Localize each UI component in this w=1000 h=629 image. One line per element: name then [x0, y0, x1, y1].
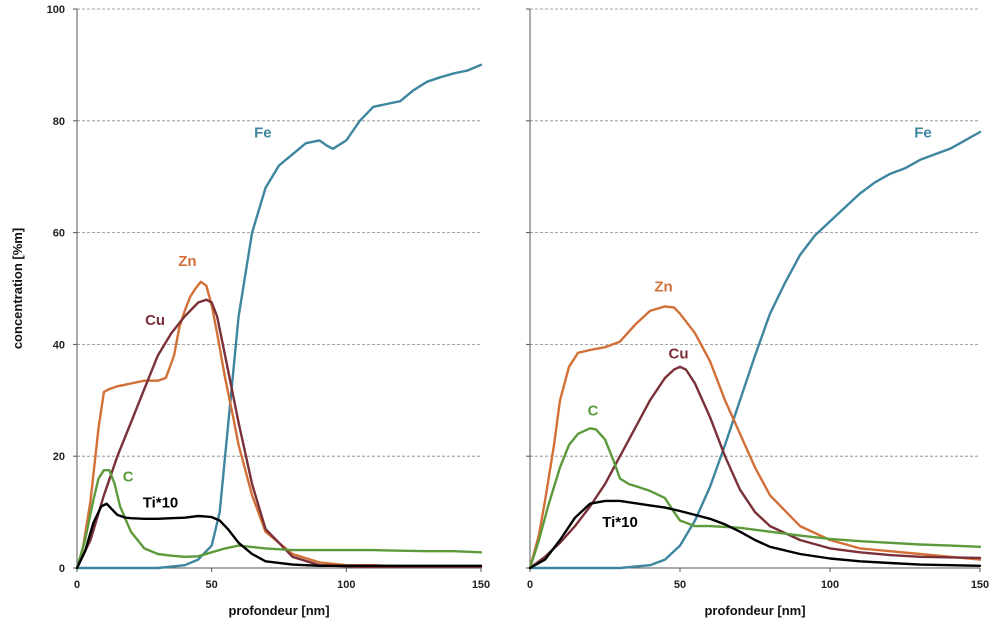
- series-line-cu: [528, 365, 982, 570]
- y-axis-label: concentration [%m]: [10, 228, 25, 349]
- series-line-cu: [75, 298, 483, 570]
- x-axis-label: profondeur [nm]: [704, 603, 805, 618]
- x-tick-label: 150: [472, 579, 490, 591]
- series-label-fe: Fe: [254, 125, 272, 142]
- x-tick-label: 0: [74, 579, 80, 591]
- x-tick-label: 50: [206, 579, 218, 591]
- y-tick-label: 80: [53, 116, 65, 128]
- series-label-ti10: Ti*10: [602, 514, 638, 531]
- series-label-zn: Zn: [178, 253, 196, 270]
- chart-panel-2: 0 50 100 150 profondeur [nm] Fe Zn Cu C Ti*10: [526, 8, 989, 618]
- series-line-ti10: [75, 502, 483, 570]
- x-axis-label: profondeur [nm]: [228, 603, 329, 618]
- series-line-zn: [75, 280, 483, 570]
- series-line-c: [75, 469, 483, 570]
- series-label-cu: Cu: [669, 345, 689, 362]
- x-tick-label: 150: [971, 579, 989, 591]
- y-tick-label: 0: [59, 563, 65, 575]
- x-tick-label: 50: [674, 579, 686, 591]
- x-tick-label: 100: [821, 579, 839, 591]
- y-tick-label: 60: [53, 228, 65, 240]
- y-tick-label: 40: [53, 339, 65, 351]
- x-tick-label: 0: [527, 579, 533, 591]
- series-line-ti10: [528, 499, 982, 570]
- series-label-zn: Zn: [654, 278, 672, 295]
- series-label-c: C: [123, 468, 134, 485]
- series-line-zn: [528, 305, 982, 570]
- series-label-fe: Fe: [914, 125, 932, 142]
- series-line-c: [528, 427, 982, 570]
- y-tick-label: 20: [53, 451, 65, 463]
- series-label-cu: Cu: [145, 312, 165, 329]
- x-tick-label: 100: [337, 579, 355, 591]
- y-tick-label: 100: [47, 4, 65, 16]
- chart-panel-1: 0 20 40 60 80 100 0 50 100 150 profondeur [nm] conc…: [10, 4, 490, 618]
- series-label-ti10: Ti*10: [143, 495, 179, 512]
- series-line-fe: [75, 63, 483, 570]
- series-line-fe: [528, 130, 982, 570]
- series-label-c: C: [588, 402, 599, 419]
